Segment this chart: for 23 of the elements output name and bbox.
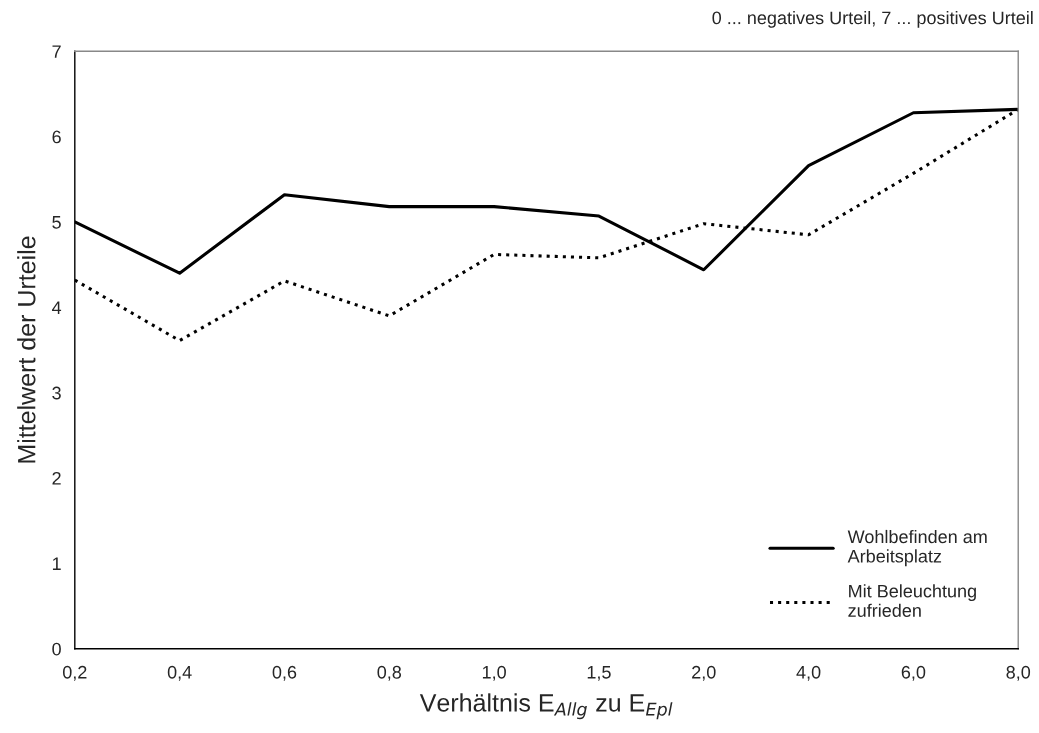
y-tick-label: 3 bbox=[52, 386, 61, 400]
y-tick-label: 2 bbox=[52, 471, 61, 485]
legend-label: Wohlbefinden am Arbeitsplatz bbox=[847, 529, 987, 567]
x-tick-label: 0,2 bbox=[62, 665, 87, 681]
y-axis-title: Mittelwert der Urteile bbox=[17, 236, 36, 463]
x-tick-label: 2,0 bbox=[692, 665, 716, 681]
y-tick-label: 4 bbox=[51, 301, 62, 314]
x-tick-label: 8,0 bbox=[1006, 665, 1031, 681]
y-tick-label: 0 bbox=[52, 642, 61, 656]
y-tick-label: 1 bbox=[52, 557, 61, 570]
y-tick-label: 7 bbox=[52, 45, 61, 58]
x-tick-label: 0,8 bbox=[377, 665, 402, 681]
legend-label: Mit Beleuchtung zufrieden bbox=[848, 584, 976, 617]
x-tick-label: 0,6 bbox=[272, 665, 297, 681]
x-tick-label: 0,4 bbox=[167, 665, 192, 681]
x-tick-label: 6,0 bbox=[901, 665, 926, 681]
text: 0 ... negatives Urteil, 7 ... positives Urteil bbox=[712, 11, 1033, 28]
x-tick-label: 1,5 bbox=[587, 666, 611, 681]
y-tick-label: 6 bbox=[52, 130, 61, 144]
x-tick-label: 4,0 bbox=[796, 665, 821, 681]
x-tick-label: 1,0 bbox=[482, 665, 506, 681]
y-tick-label: 5 bbox=[52, 216, 61, 229]
x-axis-title: Verhältnis E$_{Allg}$ zu E$_{Epl}$ bbox=[419, 693, 673, 720]
